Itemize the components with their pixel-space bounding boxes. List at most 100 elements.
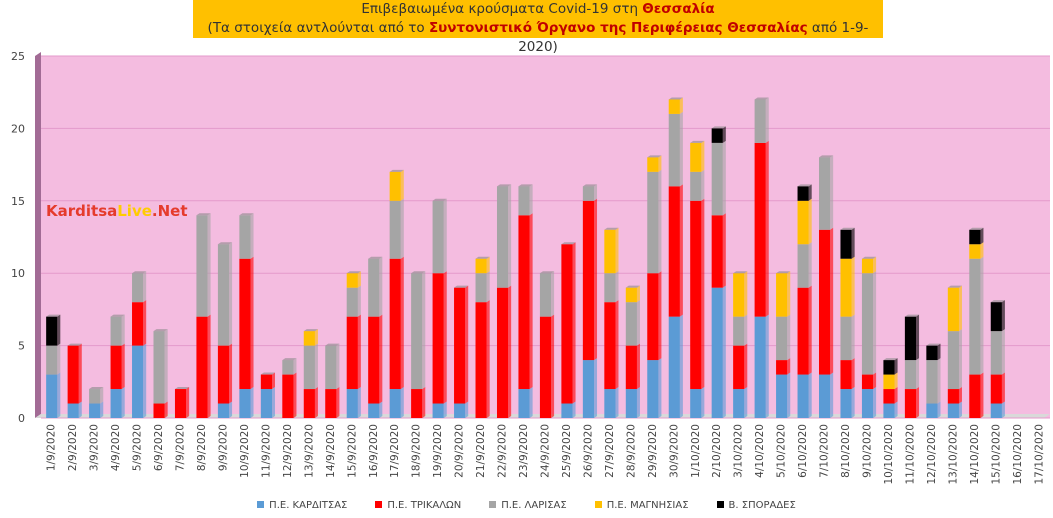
- bar-segment-side: [357, 271, 361, 288]
- bar-segment: [861, 258, 874, 274]
- bar-segment-side: [722, 285, 726, 418]
- chart-title: Επιβεβαιωμένα κρούσματα Covid-19 στη Θεσ…: [193, 0, 883, 55]
- bar-segment: [668, 99, 680, 114]
- bar-segment: [840, 389, 852, 418]
- bar-segment-side: [78, 343, 82, 404]
- bar-top: [754, 97, 769, 100]
- bar-segment: [990, 302, 1002, 332]
- bar-segment-side: [894, 401, 898, 418]
- bar-segment-side: [658, 271, 662, 361]
- x-tick-label: 1/9/2020: [46, 424, 58, 471]
- bar-segment-side: [314, 343, 318, 390]
- bar-segment-side: [529, 213, 533, 390]
- bar-segment: [368, 258, 380, 317]
- bar-top: [89, 387, 104, 390]
- chart-legend: Π.Ε. ΚΑΡΔΙΤΣΑΣ Π.Ε. ΤΡΙΚΑΛΩΝ Π.Ε. ΛΑΡΙΣΑΣ Π…: [0, 500, 1053, 511]
- bar-segment-side: [443, 198, 447, 274]
- bar-top: [411, 271, 426, 274]
- bar-segment: [604, 273, 616, 303]
- bar-segment-side: [164, 401, 168, 418]
- bar-segment-side: [980, 372, 984, 418]
- bar-segment: [797, 186, 809, 201]
- bar-segment-side: [100, 401, 104, 418]
- bar-segment-side: [808, 198, 812, 245]
- bar-segment-side: [636, 285, 640, 303]
- bar-top: [625, 285, 640, 288]
- bar-segment-side: [701, 169, 705, 201]
- bar-segment-side: [980, 242, 984, 259]
- x-tick-label: 11/9/2020: [260, 424, 272, 478]
- bar-segment-side: [937, 343, 941, 361]
- bar-top: [561, 242, 576, 245]
- bar-segment: [754, 142, 766, 317]
- x-tick-label: 12/9/2020: [282, 424, 294, 478]
- bar-top: [518, 184, 533, 187]
- bar-segment-side: [615, 227, 619, 274]
- bar-top: [432, 198, 447, 201]
- bar-segment-side: [830, 372, 834, 418]
- bar-segment-side: [808, 372, 812, 418]
- bar-segment: [368, 403, 380, 418]
- bar-segment: [647, 157, 659, 172]
- title-region: Θεσσαλία: [642, 1, 715, 17]
- y-tick-label: 0: [18, 412, 25, 425]
- x-tick-label: 5/9/2020: [132, 424, 144, 471]
- bar-segment-side: [636, 300, 640, 346]
- bar-segment: [346, 389, 358, 418]
- x-tick-label: 21/9/2020: [475, 424, 487, 478]
- bar-segment-side: [873, 271, 877, 375]
- bar-segment: [990, 331, 1002, 375]
- bar-segment-side: [744, 387, 748, 418]
- bar-segment-side: [486, 300, 490, 418]
- x-tick-label: 4/9/2020: [110, 424, 122, 471]
- bar-segment-side: [293, 372, 297, 418]
- bar-segment-side: [250, 256, 254, 390]
- bar-segment: [861, 273, 874, 375]
- bar-segment-side: [250, 387, 254, 418]
- legend-entry: Β. ΣΠΟΡΑΔΕΣ: [716, 500, 796, 511]
- bar-segment: [819, 157, 831, 230]
- bar-segment-side: [486, 256, 490, 274]
- x-tick-label: 12/10/2020: [926, 424, 938, 485]
- bar-segment-side: [765, 314, 769, 418]
- bar-segment: [969, 374, 981, 418]
- bar-segment-side: [594, 184, 598, 201]
- bar-segment-side: [894, 387, 898, 404]
- bar-segment-side: [443, 271, 447, 404]
- bar-segment: [217, 345, 230, 404]
- bar-segment: [46, 316, 58, 346]
- bar-segment-side: [314, 329, 318, 346]
- bar-segment: [947, 287, 959, 332]
- bar-segment-side: [830, 227, 834, 375]
- bar-segment-side: [851, 358, 855, 390]
- x-tick-label: 2/9/2020: [67, 424, 79, 471]
- bar-top: [883, 358, 898, 361]
- bar-segment: [947, 403, 959, 418]
- bar-segment: [947, 389, 959, 404]
- bar-segment: [239, 389, 251, 418]
- x-tick-label: 7/9/2020: [175, 424, 187, 471]
- bar-segment-side: [722, 213, 726, 288]
- watermark-part2: Live: [117, 202, 152, 220]
- bar-segment: [239, 258, 251, 390]
- bar-segment: [153, 331, 165, 404]
- bar-top: [539, 271, 555, 274]
- bar-segment: [797, 200, 809, 245]
- bar-segment-side: [143, 271, 147, 303]
- bar-segment: [625, 287, 637, 303]
- bar-segment-side: [529, 184, 533, 216]
- bar-segment: [668, 113, 680, 187]
- bar-top: [711, 126, 726, 129]
- bar-segment: [861, 374, 874, 390]
- legend-label: Π.Ε. ΛΑΡΙΣΑΣ: [501, 500, 567, 511]
- bar-segment: [947, 331, 959, 390]
- bar-segment: [883, 403, 895, 418]
- bar-segment-side: [271, 372, 275, 390]
- bar-segment: [432, 200, 444, 274]
- bar-segment: [711, 128, 723, 143]
- bar-segment-side: [722, 140, 726, 216]
- bar-top: [776, 271, 791, 274]
- bar-segment: [647, 273, 659, 361]
- bar-segment-side: [701, 387, 705, 418]
- bar-segment: [46, 374, 58, 418]
